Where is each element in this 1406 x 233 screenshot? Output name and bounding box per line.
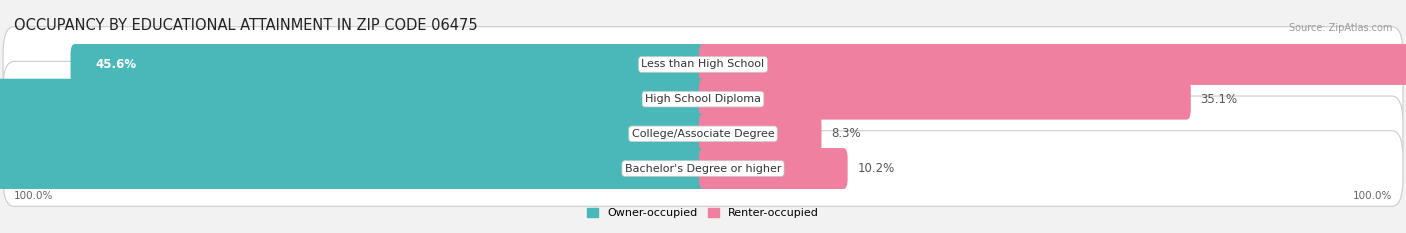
FancyBboxPatch shape [0,113,707,154]
Text: 10.2%: 10.2% [858,162,894,175]
Text: Less than High School: Less than High School [641,59,765,69]
Text: 100.0%: 100.0% [14,191,53,201]
FancyBboxPatch shape [0,79,707,120]
Text: OCCUPANCY BY EDUCATIONAL ATTAINMENT IN ZIP CODE 06475: OCCUPANCY BY EDUCATIONAL ATTAINMENT IN Z… [14,18,478,33]
FancyBboxPatch shape [699,44,1406,85]
Text: 45.6%: 45.6% [96,58,136,71]
FancyBboxPatch shape [3,27,1403,102]
Text: High School Diploma: High School Diploma [645,94,761,104]
Text: Bachelor's Degree or higher: Bachelor's Degree or higher [624,164,782,174]
Text: 100.0%: 100.0% [1353,191,1392,201]
Text: College/Associate Degree: College/Associate Degree [631,129,775,139]
FancyBboxPatch shape [0,148,707,189]
FancyBboxPatch shape [3,61,1403,137]
Text: 35.1%: 35.1% [1201,93,1237,106]
FancyBboxPatch shape [699,113,821,154]
FancyBboxPatch shape [70,44,707,85]
FancyBboxPatch shape [699,79,1191,120]
FancyBboxPatch shape [3,96,1403,172]
FancyBboxPatch shape [699,148,848,189]
Text: Source: ZipAtlas.com: Source: ZipAtlas.com [1288,23,1392,33]
Text: 8.3%: 8.3% [831,127,860,140]
FancyBboxPatch shape [3,131,1403,206]
Legend: Owner-occupied, Renter-occupied: Owner-occupied, Renter-occupied [586,208,820,218]
